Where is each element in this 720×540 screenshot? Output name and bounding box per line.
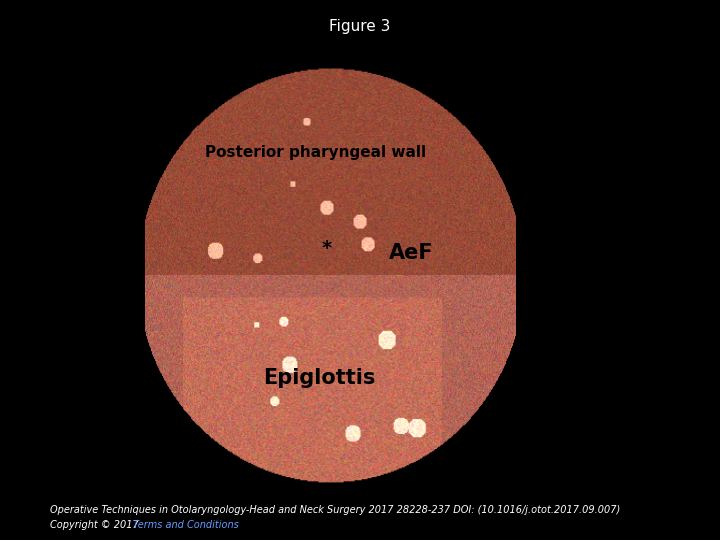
Text: Epiglottis: Epiglottis [263, 368, 375, 388]
Text: Operative Techniques in Otolaryngology-Head and Neck Surgery 2017 28228-237 DOI:: Operative Techniques in Otolaryngology-H… [50, 505, 621, 515]
Text: *: * [321, 239, 331, 258]
Text: Posterior pharyngeal wall: Posterior pharyngeal wall [204, 145, 426, 160]
Text: Copyright © 2017: Copyright © 2017 [50, 521, 145, 530]
Text: AeF: AeF [390, 243, 434, 263]
Text: Figure 3: Figure 3 [329, 19, 391, 34]
Text: Terms and Conditions: Terms and Conditions [133, 521, 239, 530]
